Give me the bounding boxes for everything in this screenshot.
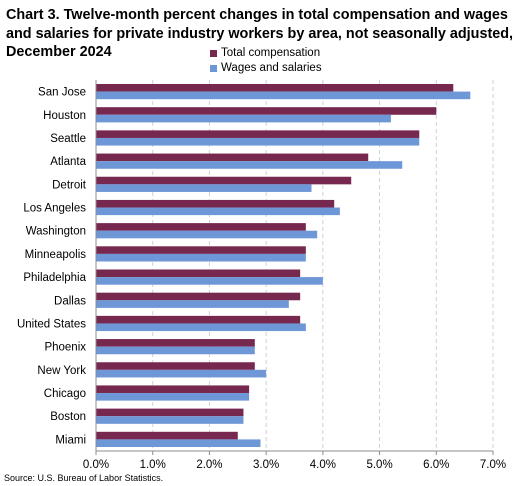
bar-wages-and-salaries-chicago <box>96 393 250 401</box>
bar-wages-and-salaries-dallas <box>96 300 289 308</box>
x-tick-label-7-0: 7.0% <box>480 459 506 471</box>
bar-total-compensation-houston <box>96 107 437 115</box>
legend-item-wages-and-salaries: Wages and salaries <box>210 61 322 76</box>
bar-wages-and-salaries-washington <box>96 230 318 239</box>
category-label-new-york: New York <box>37 365 86 377</box>
bar-total-compensation-dallas <box>96 292 301 301</box>
legend-label-wages-and-salaries: Wages and salaries <box>221 62 322 74</box>
category-label-atlanta: Atlanta <box>50 156 86 168</box>
bar-wages-and-salaries-phoenix <box>96 346 255 355</box>
x-tick-label-4-0: 4.0% <box>310 459 336 471</box>
bar-total-compensation-boston <box>96 408 244 417</box>
bar-total-compensation-new-york <box>96 362 255 370</box>
source-note: Source: U.S. Bureau of Labor Statistics. <box>4 473 164 483</box>
category-label-dallas: Dallas <box>54 295 86 307</box>
x-tick-label-1-0: 1.0% <box>140 459 166 471</box>
category-label-united-states: United States <box>17 318 86 330</box>
bar-wages-and-salaries-detroit <box>96 184 312 192</box>
x-tick-label-2-0: 2.0% <box>196 459 222 471</box>
chart-legend: Total compensation Wages and salaries <box>210 46 322 76</box>
bar-wages-and-salaries-new-york <box>96 369 267 378</box>
category-label-chicago: Chicago <box>44 388 86 400</box>
x-tick-label-3-0: 3.0% <box>253 459 279 471</box>
bar-total-compensation-atlanta <box>96 153 369 162</box>
bar-wages-and-salaries-united-states <box>96 323 306 332</box>
category-label-minneapolis: Minneapolis <box>25 249 87 261</box>
bar-total-compensation-minneapolis <box>96 246 306 254</box>
category-label-washington: Washington <box>26 226 86 238</box>
category-label-houston: Houston <box>43 110 86 122</box>
bar-total-compensation-seattle <box>96 130 420 138</box>
category-label-phoenix: Phoenix <box>44 342 86 354</box>
category-label-detroit: Detroit <box>52 179 87 191</box>
legend-item-total-compensation: Total compensation <box>210 46 322 61</box>
bar-wages-and-salaries-atlanta <box>96 161 403 169</box>
bar-total-compensation-detroit <box>96 176 352 185</box>
bar-wages-and-salaries-san-jose <box>96 91 471 100</box>
category-label-san-jose: San Jose <box>38 87 86 99</box>
bar-wages-and-salaries-houston <box>96 114 391 123</box>
legend-swatch-total-compensation <box>210 50 217 57</box>
chart-title: Chart 3. Twelve-month percent changes in… <box>6 7 514 61</box>
category-label-miami: Miami <box>55 434 86 446</box>
legend-swatch-wages-and-salaries <box>210 65 217 72</box>
bar-wages-and-salaries-los-angeles <box>96 207 340 216</box>
bar-wages-and-salaries-minneapolis <box>96 253 306 262</box>
category-label-boston: Boston <box>50 411 86 423</box>
bar-wages-and-salaries-boston <box>96 416 244 424</box>
bar-total-compensation-washington <box>96 223 306 231</box>
bar-total-compensation-miami <box>96 431 238 440</box>
legend-label-total-compensation: Total compensation <box>221 47 321 59</box>
bar-total-compensation-chicago <box>96 385 250 394</box>
bar-total-compensation-san-jose <box>96 83 454 92</box>
x-tick-label-5-0: 5.0% <box>366 459 392 471</box>
category-label-los-angeles: Los Angeles <box>23 203 86 215</box>
bar-wages-and-salaries-seattle <box>96 137 420 146</box>
x-tick-label-0-0: 0.0% <box>83 459 109 471</box>
bar-total-compensation-los-angeles <box>96 199 335 208</box>
bar-total-compensation-philadelphia <box>96 269 301 278</box>
category-label-seattle: Seattle <box>50 133 86 145</box>
category-label-philadelphia: Philadelphia <box>23 272 86 284</box>
x-tick-label-6-0: 6.0% <box>423 459 449 471</box>
bar-total-compensation-phoenix <box>96 339 255 347</box>
bar-wages-and-salaries-miami <box>96 439 261 448</box>
bar-wages-and-salaries-philadelphia <box>96 277 323 285</box>
bar-total-compensation-united-states <box>96 315 301 324</box>
